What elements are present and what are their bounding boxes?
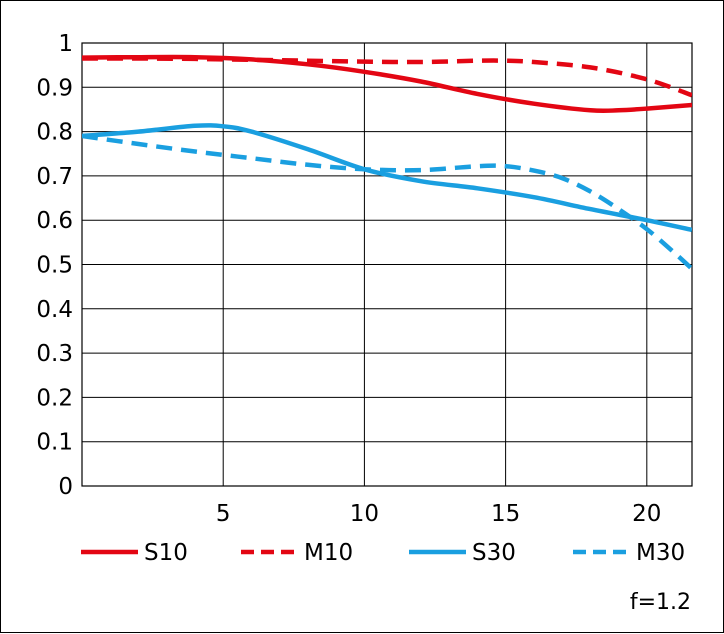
aperture-annotation: f=1.2 (630, 590, 691, 615)
legend-label-m10: M10 (304, 540, 353, 566)
series-line-m30 (82, 133, 692, 271)
y-tick-label: 0.4 (36, 297, 73, 323)
series-line-m10 (82, 56, 692, 98)
y-tick-label: 0.5 (36, 253, 73, 279)
series-line-s30 (82, 123, 692, 233)
axes (81, 42, 693, 487)
series-line-s10 (82, 54, 692, 114)
y-tick-label: 0 (58, 474, 73, 500)
y-tick-label: 0.7 (36, 164, 73, 190)
y-tick-label: 0.8 (36, 120, 73, 146)
x-tick-label: 20 (632, 501, 661, 527)
y-tick-label: 0.6 (36, 208, 73, 234)
y-tick-label: 1 (58, 31, 73, 57)
legend: S10 M10 S30 M30 (81, 540, 685, 566)
legend-label-s30: S30 (472, 540, 516, 566)
series-layer (82, 54, 692, 271)
x-tick-label: 15 (491, 501, 520, 527)
x-tick-labels: 5 10 15 20 (216, 501, 662, 527)
plot-border (81, 42, 693, 487)
legend-label-m30: M30 (636, 540, 685, 566)
y-tick-label: 0.3 (36, 341, 73, 367)
legend-label-s10: S10 (144, 540, 188, 566)
y-tick-label: 0.1 (36, 430, 73, 456)
y-tick-labels: 0 0.1 0.2 0.3 0.4 0.5 0.6 0.7 0.8 0.9 1 (36, 31, 73, 500)
x-tick-label: 10 (350, 501, 379, 527)
y-tick-label: 0.2 (36, 385, 73, 411)
y-tick-label: 0.9 (36, 75, 73, 101)
x-tick-label: 5 (216, 501, 231, 527)
